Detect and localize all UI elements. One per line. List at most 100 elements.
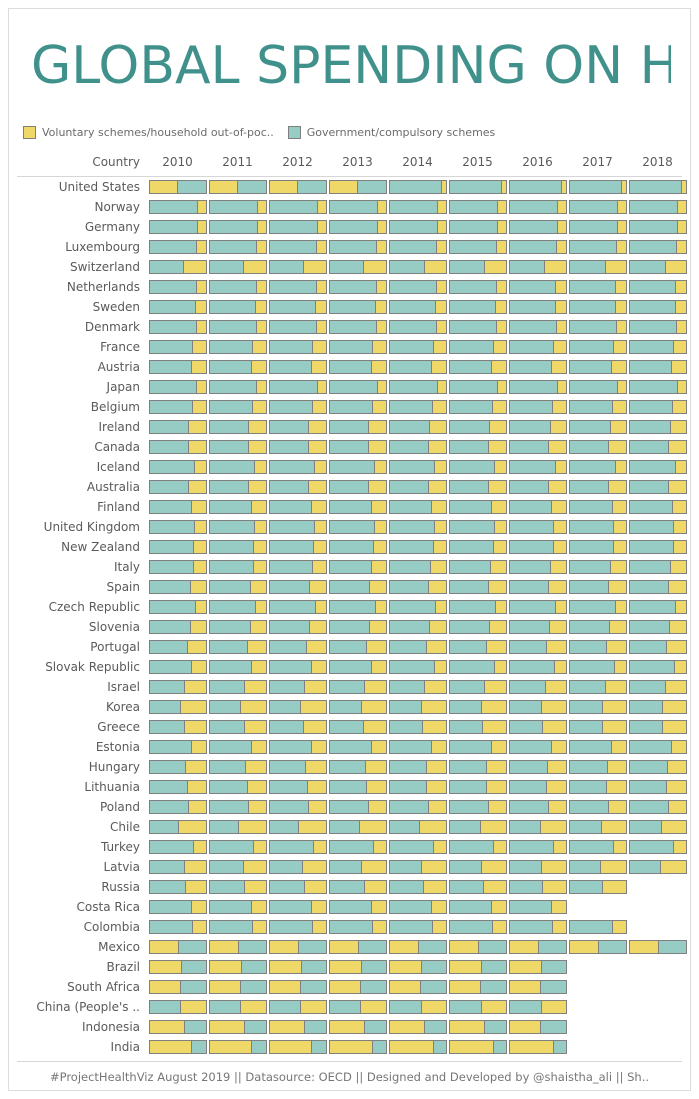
stacked-bar-cell[interactable] [149,980,207,994]
table-row[interactable]: Canada [9,437,690,457]
legend-item-government[interactable]: Government/compulsory schemes [287,125,495,139]
stacked-bar-cell[interactable] [209,680,267,694]
stacked-bar-cell[interactable] [269,1020,327,1034]
stacked-bar-cell[interactable] [269,400,327,414]
stacked-bar-cell[interactable] [269,520,327,534]
stacked-bar-cell[interactable] [449,520,507,534]
stacked-bar-cell[interactable] [449,880,507,894]
table-row[interactable]: Lithuania [9,777,690,797]
stacked-bar-cell[interactable] [149,180,207,194]
stacked-bar-cell[interactable] [509,580,567,594]
stacked-bar-cell[interactable] [389,480,447,494]
stacked-bar-cell[interactable] [269,840,327,854]
stacked-bar-cell[interactable] [269,280,327,294]
stacked-bar-cell[interactable] [509,620,567,634]
stacked-bar-cell[interactable] [329,320,387,334]
table-row[interactable]: Japan [9,377,690,397]
stacked-bar-cell[interactable] [629,740,687,754]
table-row[interactable]: Poland [9,797,690,817]
stacked-bar-cell[interactable] [209,1000,267,1014]
stacked-bar-cell[interactable] [329,840,387,854]
stacked-bar-cell[interactable] [209,360,267,374]
stacked-bar-cell[interactable] [629,380,687,394]
stacked-bar-cell[interactable] [629,820,687,834]
stacked-bar-cell[interactable] [509,840,567,854]
stacked-bar-cell[interactable] [269,700,327,714]
stacked-bar-cell[interactable] [629,940,687,954]
stacked-bar-cell[interactable] [449,440,507,454]
stacked-bar-cell[interactable] [449,420,507,434]
stacked-bar-cell[interactable] [509,240,567,254]
stacked-bar-cell[interactable] [389,1020,447,1034]
stacked-bar-cell[interactable] [149,420,207,434]
stacked-bar-cell[interactable] [329,420,387,434]
stacked-bar-cell[interactable] [509,200,567,214]
stacked-bar-cell[interactable] [329,640,387,654]
stacked-bar-cell[interactable] [269,1000,327,1014]
stacked-bar-cell[interactable] [269,460,327,474]
stacked-bar-cell[interactable] [569,440,627,454]
stacked-bar-cell[interactable] [329,660,387,674]
table-row[interactable]: Germany [9,217,690,237]
stacked-bar-cell[interactable] [389,980,447,994]
stacked-bar-cell[interactable] [569,340,627,354]
stacked-bar-cell[interactable] [509,520,567,534]
table-row[interactable]: Colombia [9,917,690,937]
stacked-bar-cell[interactable] [149,840,207,854]
stacked-bar-cell[interactable] [389,360,447,374]
stacked-bar-cell[interactable] [149,860,207,874]
stacked-bar-cell[interactable] [209,880,267,894]
stacked-bar-cell[interactable] [329,580,387,594]
stacked-bar-cell[interactable] [509,280,567,294]
stacked-bar-cell[interactable] [569,400,627,414]
stacked-bar-cell[interactable] [389,640,447,654]
table-row[interactable]: Slovenia [9,617,690,637]
stacked-bar-cell[interactable] [329,520,387,534]
stacked-bar-cell[interactable] [509,340,567,354]
stacked-bar-cell[interactable] [329,940,387,954]
table-row[interactable]: Sweden [9,297,690,317]
stacked-bar-cell[interactable] [569,460,627,474]
stacked-bar-cell[interactable] [629,520,687,534]
stacked-bar-cell[interactable] [209,600,267,614]
stacked-bar-cell[interactable] [629,720,687,734]
table-row[interactable]: Iceland [9,457,690,477]
stacked-bar-cell[interactable] [389,600,447,614]
stacked-bar-cell[interactable] [569,560,627,574]
stacked-bar-cell[interactable] [269,640,327,654]
table-row[interactable]: Greece [9,717,690,737]
table-row[interactable]: South Africa [9,977,690,997]
stacked-bar-cell[interactable] [209,720,267,734]
stacked-bar-cell[interactable] [509,440,567,454]
stacked-bar-cell[interactable] [269,920,327,934]
stacked-bar-cell[interactable] [329,360,387,374]
stacked-bar-cell[interactable] [329,820,387,834]
stacked-bar-cell[interactable] [389,180,447,194]
stacked-bar-cell[interactable] [149,700,207,714]
stacked-bar-cell[interactable] [389,780,447,794]
stacked-bar-cell[interactable] [569,180,627,194]
stacked-bar-cell[interactable] [629,180,687,194]
stacked-bar-cell[interactable] [149,300,207,314]
stacked-bar-cell[interactable] [509,860,567,874]
stacked-bar-cell[interactable] [269,500,327,514]
stacked-bar-cell[interactable] [149,600,207,614]
stacked-bar-cell[interactable] [389,800,447,814]
stacked-bar-cell[interactable] [149,760,207,774]
stacked-bar-cell[interactable] [209,480,267,494]
table-row[interactable]: Slovak Republic [9,657,690,677]
stacked-bar-cell[interactable] [389,740,447,754]
stacked-bar-cell[interactable] [389,900,447,914]
stacked-bar-cell[interactable] [389,1000,447,1014]
stacked-bar-cell[interactable] [509,400,567,414]
stacked-bar-cell[interactable] [149,920,207,934]
stacked-bar-cell[interactable] [269,780,327,794]
stacked-bar-cell[interactable] [149,900,207,914]
stacked-bar-cell[interactable] [329,780,387,794]
stacked-bar-cell[interactable] [509,980,567,994]
stacked-bar-cell[interactable] [149,1020,207,1034]
stacked-bar-cell[interactable] [389,560,447,574]
table-row[interactable]: Costa Rica [9,897,690,917]
stacked-bar-cell[interactable] [509,880,567,894]
stacked-bar-cell[interactable] [449,240,507,254]
